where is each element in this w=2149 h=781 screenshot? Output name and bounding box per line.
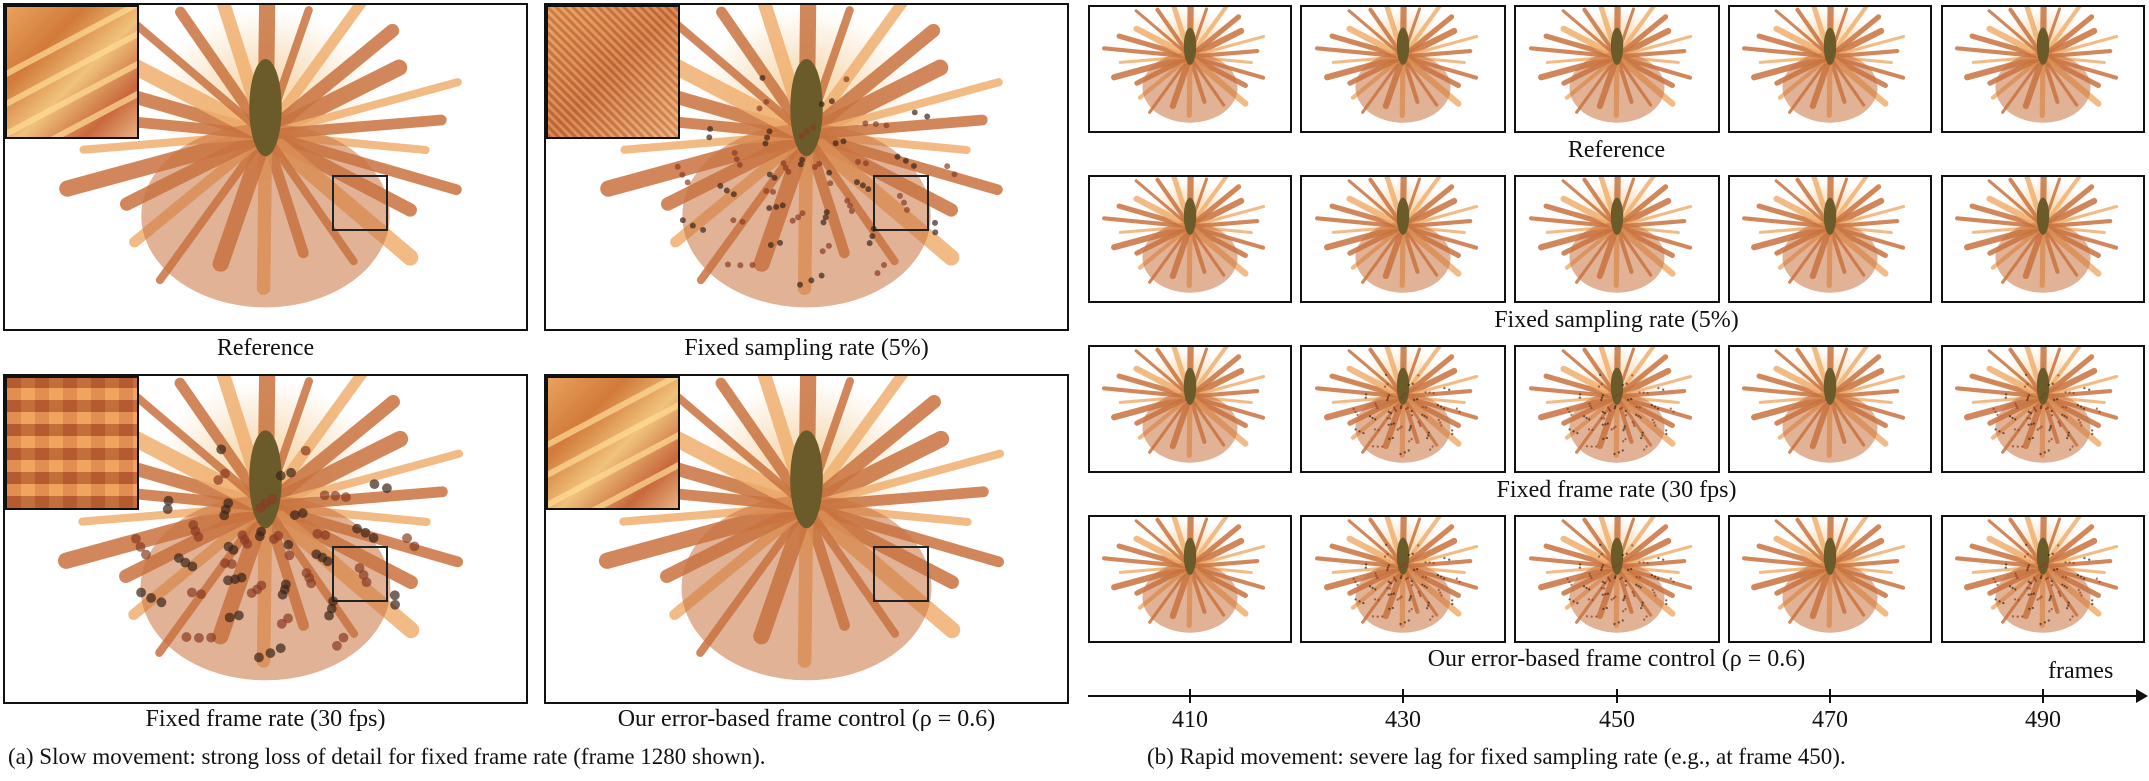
- thumb-error-based: [1088, 515, 1292, 643]
- thumb-reference: [1941, 5, 2145, 133]
- timeline-axis-line: [1088, 695, 2140, 697]
- flower-render: [1741, 347, 1906, 463]
- flower-render: [1101, 177, 1266, 293]
- thumb-error-based: [1514, 515, 1720, 643]
- panel-caption-fixed-sampling: Fixed sampling rate (5%): [684, 335, 929, 361]
- zoom-inset: [5, 5, 139, 139]
- thumb-fixed-sampling: [1514, 175, 1720, 303]
- flower-render: [34, 376, 464, 681]
- row-caption-fixed-frame-rate: Fixed frame rate (30 fps): [1496, 477, 1737, 503]
- flower-render: [1954, 7, 2119, 123]
- zoom-inset: [5, 376, 139, 510]
- thumb-fixed-frame-rate: [1514, 345, 1720, 473]
- flower-render: [1314, 7, 1479, 123]
- thumb-fixed-frame-rate: [1300, 345, 1506, 473]
- row-caption-fixed-sampling: Fixed sampling rate (5%): [1494, 307, 1739, 333]
- thumb-error-based: [1941, 515, 2145, 643]
- flower-render: [1314, 517, 1479, 633]
- flower-render: [35, 5, 462, 308]
- row-caption-error-based: Our error-based frame control (ρ = 0.6): [1427, 646, 1806, 672]
- panel-caption-reference: Reference: [216, 335, 315, 361]
- axis-title: frames: [2048, 658, 2114, 684]
- zoom-region-box: [332, 175, 388, 231]
- render-panel-error-based: [544, 374, 1069, 704]
- flower-render: [1101, 517, 1266, 633]
- thumb-fixed-frame-rate: [1941, 345, 2145, 473]
- flower-render: [1741, 517, 1906, 633]
- flower-render: [1528, 177, 1693, 293]
- render-panel-fixed-frame-rate: [3, 374, 528, 704]
- thumb-reference: [1728, 5, 1932, 133]
- zoom-inset: [546, 5, 680, 139]
- axis-tick: [1402, 689, 1404, 703]
- zoom-region-box: [873, 175, 929, 231]
- flower-render: [1741, 7, 1906, 123]
- thumb-fixed-sampling: [1941, 175, 2145, 303]
- panel-caption-fixed-frame-rate: Fixed frame rate (30 fps): [145, 706, 386, 732]
- zoom-region-box: [873, 546, 929, 602]
- thumb-fixed-sampling: [1728, 175, 1932, 303]
- render-panel-reference: [3, 3, 528, 331]
- flower-render: [1954, 177, 2119, 293]
- thumb-error-based: [1300, 515, 1506, 643]
- axis-tick: [1616, 689, 1618, 703]
- flower-render: [1954, 517, 2119, 633]
- flower-render: [1101, 347, 1266, 463]
- axis-tick-label: 470: [1812, 707, 1848, 733]
- axis-tick-label: 490: [2025, 707, 2061, 733]
- flower-render: [1314, 177, 1479, 293]
- axis-tick-label: 410: [1172, 707, 1208, 733]
- axis-tick-label: 430: [1385, 707, 1421, 733]
- flower-render: [1741, 177, 1906, 293]
- flower-render: [1528, 517, 1693, 633]
- panel-caption-error-based: Our error-based frame control (ρ = 0.6): [617, 706, 996, 732]
- flower-render: [1528, 347, 1693, 463]
- axis-tick: [1189, 689, 1191, 703]
- row-caption-reference: Reference: [1567, 137, 1666, 163]
- flower-render: [1954, 347, 2119, 463]
- thumb-reference: [1088, 5, 1292, 133]
- axis-tick: [1829, 689, 1831, 703]
- thumb-fixed-frame-rate: [1728, 345, 1932, 473]
- thumb-fixed-frame-rate: [1088, 345, 1292, 473]
- flower-render: [576, 5, 1003, 308]
- flower-render: [1528, 7, 1693, 123]
- axis-tick-label: 450: [1599, 707, 1635, 733]
- axis-tick: [2042, 689, 2044, 703]
- zoom-region-box: [332, 546, 388, 602]
- figure-caption-b: (b) Rapid movement: severe lag for fixed…: [1147, 744, 1846, 769]
- thumb-error-based: [1728, 515, 1932, 643]
- thumb-reference: [1300, 5, 1506, 133]
- figure-caption-a: (a) Slow movement: strong loss of detail…: [8, 744, 766, 769]
- thumb-fixed-sampling: [1300, 175, 1506, 303]
- render-panel-fixed-sampling: [544, 3, 1069, 331]
- thumb-fixed-sampling: [1088, 175, 1292, 303]
- thumb-reference: [1514, 5, 1720, 133]
- arrow-right-icon: [2136, 689, 2148, 703]
- flower-render: [1314, 347, 1479, 463]
- flower-render: [575, 376, 1005, 681]
- flower-render: [1101, 7, 1266, 123]
- zoom-inset: [546, 376, 680, 510]
